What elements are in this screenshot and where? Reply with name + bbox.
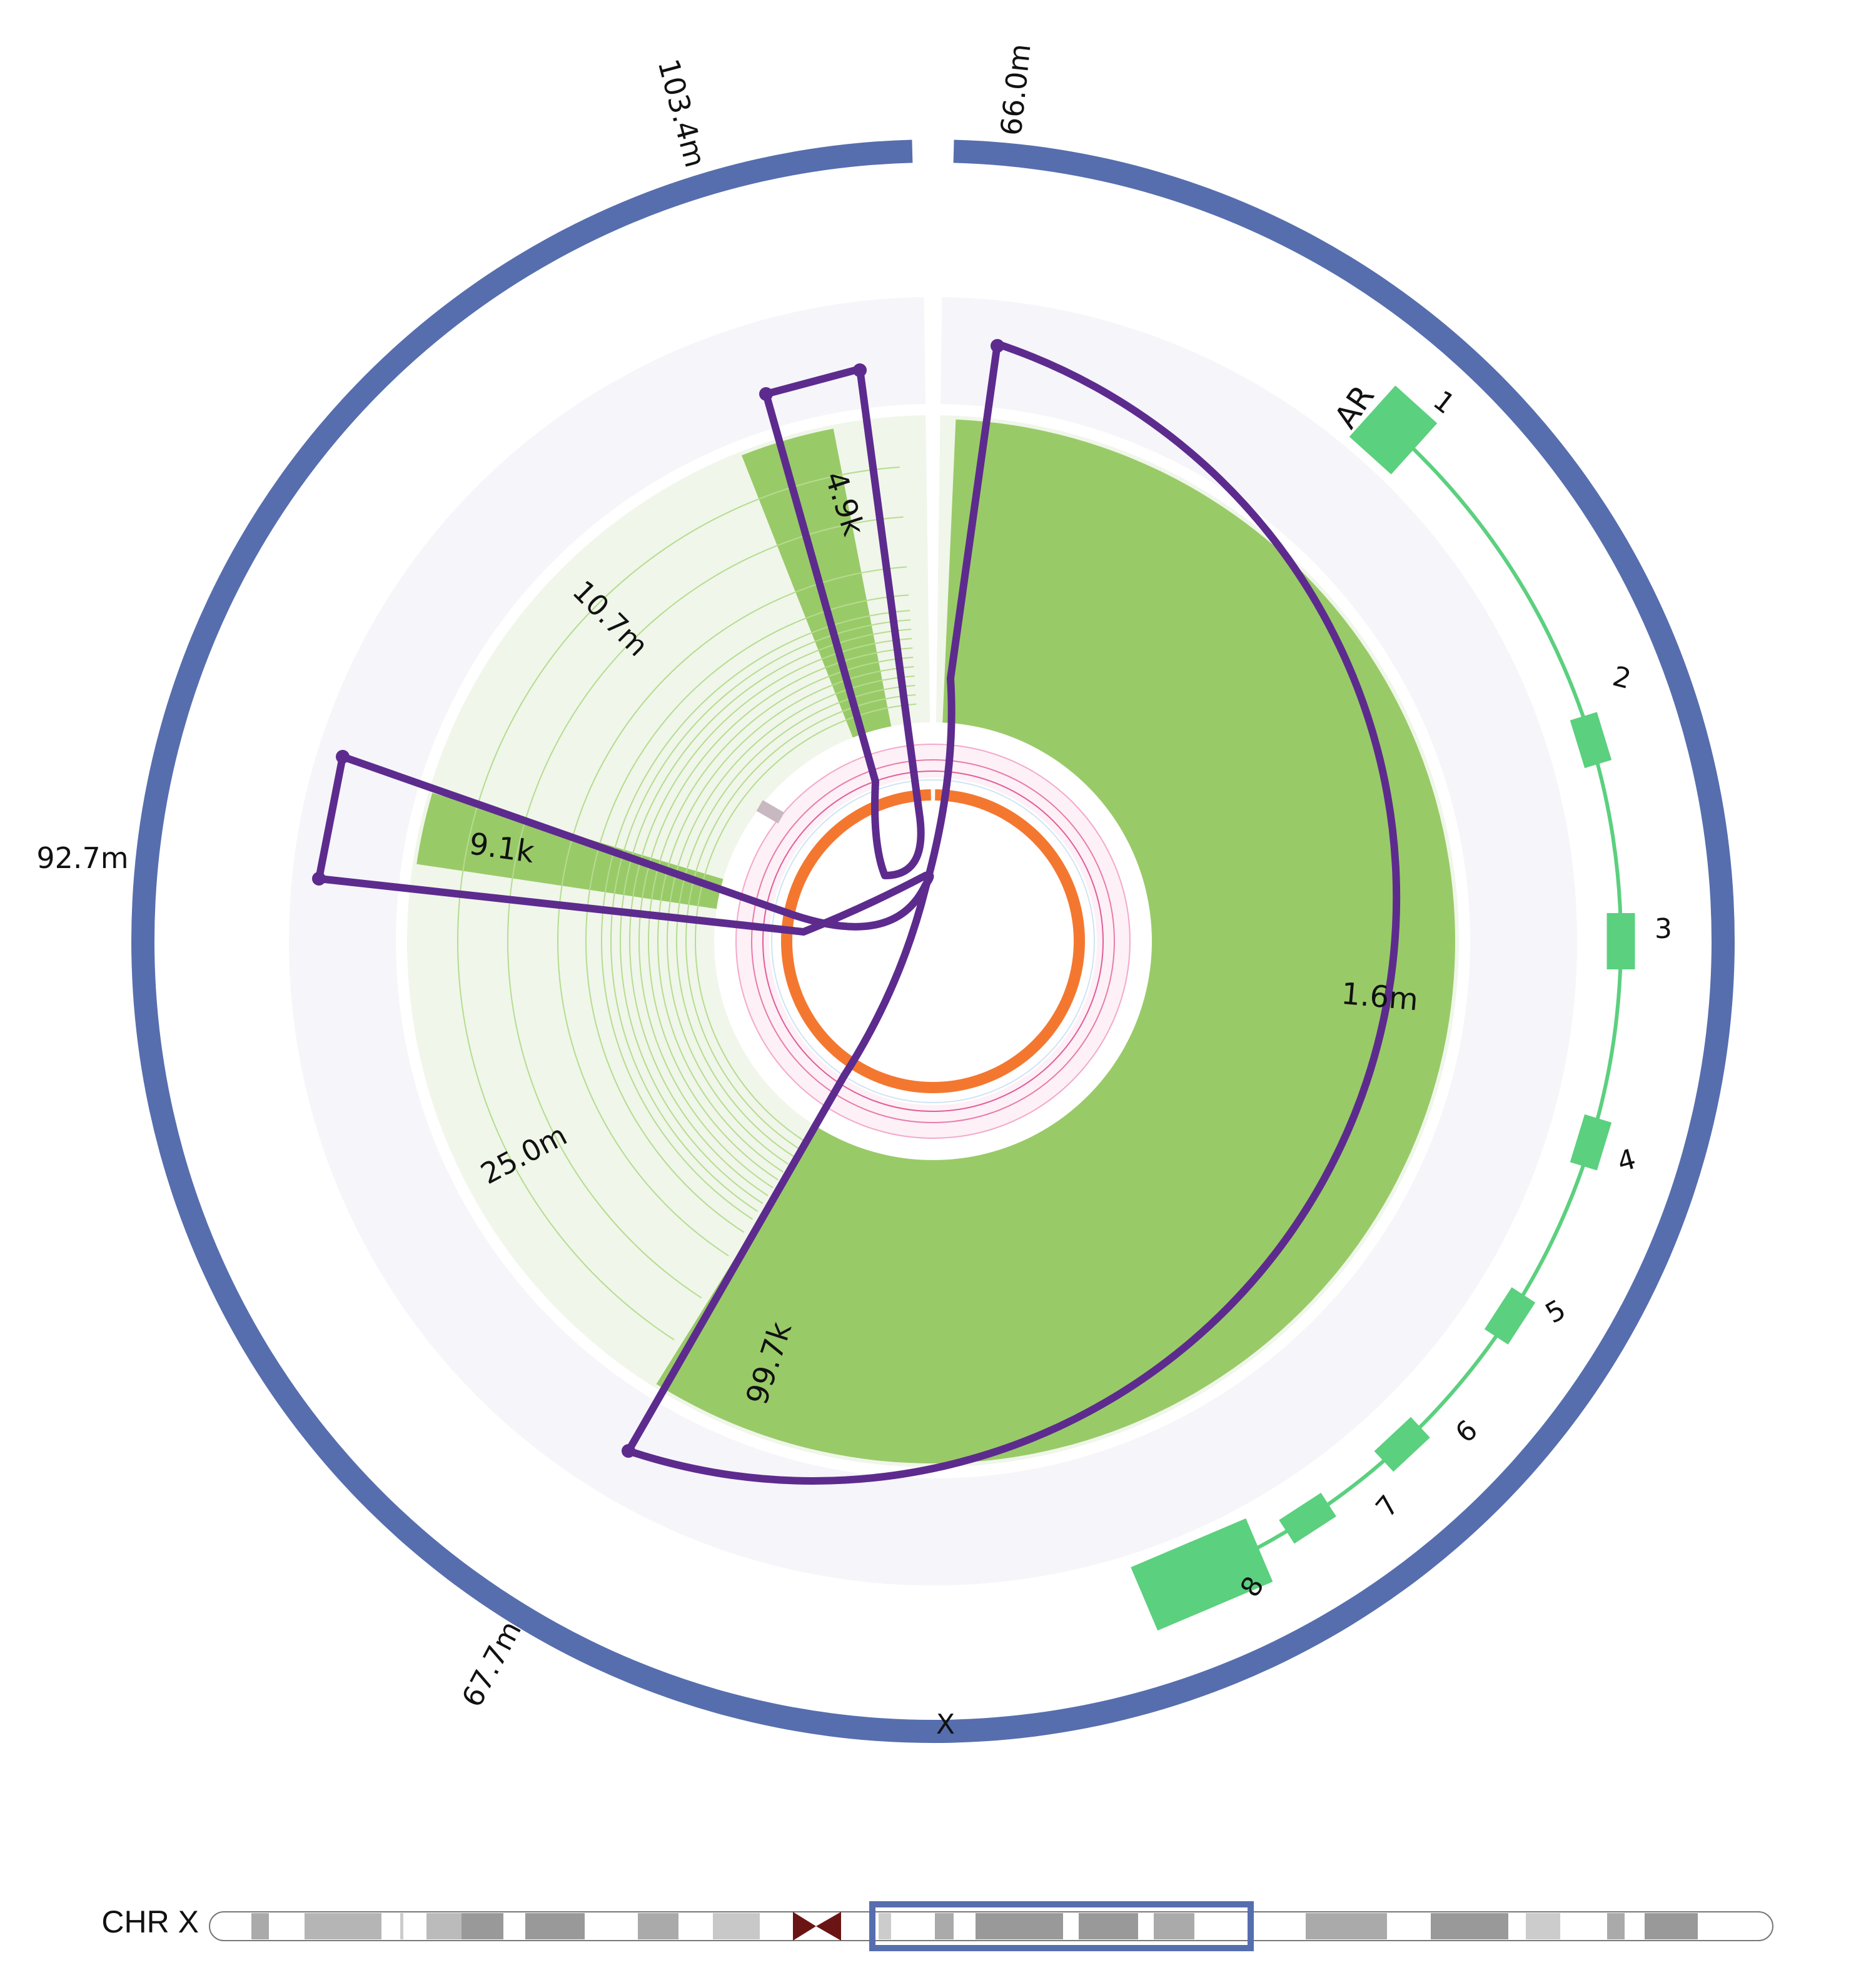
- ideogram-band-1: [305, 1913, 381, 1939]
- segment-wedge-9-1k: [416, 792, 724, 909]
- gridline-14: [456, 466, 900, 1341]
- junction-endpoint-3: [312, 872, 326, 886]
- chromosome-name-label: X: [936, 1709, 955, 1740]
- exon-1: [1349, 385, 1438, 475]
- exon-label-4: 4: [1614, 1143, 1639, 1179]
- junction-endpoint-5: [853, 363, 867, 377]
- junction-path-9-1k: [315, 753, 934, 936]
- junction-path-main: [625, 340, 1400, 1485]
- exon-4: [1570, 1114, 1612, 1171]
- inner-pink-line-3: [762, 770, 1104, 1112]
- ideogram-band-15: [1431, 1913, 1508, 1939]
- ideogram-band-12: [1079, 1913, 1138, 1939]
- gridline-11: [585, 594, 909, 1233]
- segment-wedge-1-6m: [656, 419, 1455, 1464]
- ideogram-band-13: [1154, 1913, 1194, 1939]
- ideogram-band-5: [525, 1913, 585, 1939]
- gridline-8: [620, 629, 912, 1205]
- inner-pink-line-2: [751, 759, 1115, 1123]
- ideogram-band-9: [879, 1913, 891, 1939]
- junction-endpoint-4: [759, 387, 773, 401]
- exon-6: [1374, 1417, 1430, 1472]
- gridline-12: [557, 566, 907, 1257]
- exon-label-1: 1: [1427, 385, 1460, 420]
- exon-label-6: 6: [1450, 1414, 1484, 1450]
- ideogram-band-8: [760, 1913, 791, 1939]
- inner-rings: [735, 744, 1131, 1139]
- inner-pink-line-1: [735, 744, 1131, 1139]
- exon-2: [1570, 712, 1612, 769]
- ideogram-band-7: [713, 1913, 760, 1939]
- gridline-10: [601, 610, 910, 1220]
- segment-outer-separator: [396, 404, 1470, 1478]
- junction-endpoint-1: [622, 1444, 635, 1458]
- ideogram-band-6: [638, 1913, 678, 1939]
- junction-endpoint-0: [991, 339, 1004, 353]
- outer-label-92m: 92.7m: [36, 841, 128, 875]
- ideogram-band-10: [935, 1913, 954, 1939]
- ideogram-band-16: [1526, 1913, 1560, 1939]
- exon-label-2: 2: [1610, 660, 1635, 695]
- exon-7: [1279, 1492, 1336, 1544]
- inner-blue-line: [771, 779, 1095, 1103]
- gene-track: [1131, 385, 1635, 1631]
- ideogram-band-17: [1607, 1913, 1625, 1939]
- exon-5: [1484, 1287, 1536, 1345]
- chromosome-ideogram: CHR X: [101, 1901, 1773, 1951]
- ideogram-highlight-box: [869, 1901, 1254, 1951]
- exon-label-5: 5: [1540, 1293, 1571, 1330]
- inner-grey-mark: [756, 800, 785, 824]
- ideogram-band-2: [400, 1913, 403, 1939]
- outer-label-66m: 66.0m: [994, 42, 1037, 137]
- ideogram-band-18: [1645, 1913, 1698, 1939]
- junction-path-4-9k: [762, 365, 925, 879]
- junction-endpoint-2: [336, 750, 350, 764]
- exon-3: [1606, 913, 1635, 969]
- ideogram-band-3: [426, 1913, 461, 1939]
- ideogram-band-14: [1306, 1913, 1387, 1939]
- exon-8: [1131, 1518, 1273, 1631]
- segment-label-1-6m: 1.6m: [1340, 976, 1420, 1018]
- exon-label-3: 3: [1655, 913, 1672, 945]
- gridline-9: [610, 619, 911, 1212]
- centromere: [793, 1912, 841, 1941]
- inner-white-fill: [769, 777, 1097, 1105]
- ideogram-label: CHR X: [101, 1904, 199, 1939]
- ideogram-band-0: [251, 1913, 269, 1939]
- exon-label-7: 7: [1369, 1490, 1405, 1523]
- junction-paths: [312, 339, 1400, 1485]
- ideogram-band-4: [461, 1913, 503, 1939]
- gridline-7: [629, 638, 912, 1196]
- gridline-13: [507, 516, 904, 1299]
- outer-label-103m: 103.4m: [652, 56, 713, 171]
- outer-label-67m: 67.7m: [455, 1615, 528, 1712]
- ideogram-band-11: [976, 1913, 1063, 1939]
